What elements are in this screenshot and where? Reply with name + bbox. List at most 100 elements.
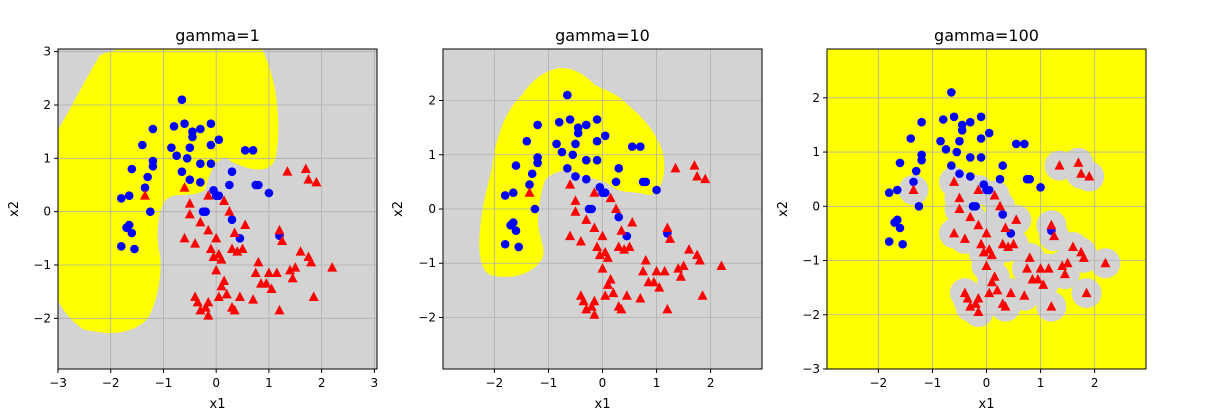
x-tick-label: 1 <box>653 376 661 390</box>
chart-title: gamma=10 <box>555 26 650 45</box>
class-triangle-point <box>665 233 676 243</box>
class-triangle-point <box>250 267 261 277</box>
class-triangle-point <box>216 254 227 264</box>
class-triangle-point <box>290 262 301 272</box>
class-circle-point <box>552 139 561 149</box>
class-triangle-point <box>308 291 319 301</box>
class-triangle-point <box>611 203 622 213</box>
class-triangle-point <box>208 251 219 261</box>
class-triangle-point <box>565 179 576 189</box>
class-triangle-point <box>662 303 673 314</box>
class-triangle-point <box>954 192 965 203</box>
class-triangle-point <box>303 174 314 184</box>
class-circle-point <box>652 185 661 195</box>
class-circle-point <box>177 167 187 176</box>
x-tick-label: 2 <box>1091 376 1099 390</box>
class-triangle-point <box>190 291 201 301</box>
class-triangle-point <box>1003 241 1014 251</box>
class-circle-point <box>533 120 542 130</box>
class-triangle-point <box>616 225 627 235</box>
class-triangle-point <box>240 219 251 229</box>
class-triangle-point <box>684 244 695 254</box>
class-circle-point <box>500 191 510 200</box>
class-triangle-point <box>654 282 665 292</box>
class-triangle-point <box>981 260 992 270</box>
class-triangle-point <box>986 249 997 260</box>
class-circle-point <box>196 159 205 168</box>
y-tick-label: −3 <box>802 362 820 376</box>
class-circle-point <box>525 180 534 189</box>
y-tick-label: −2 <box>33 311 51 325</box>
class-circle-point <box>124 220 134 230</box>
class-circle-point <box>573 128 583 138</box>
class-triangle-point <box>581 303 592 314</box>
y-tick-label: 1 <box>428 148 436 162</box>
class-triangle-point <box>205 243 216 253</box>
class-circle-point <box>172 151 181 160</box>
class-triangle-point <box>1000 222 1011 232</box>
subplot-gamma-1: −3 −2 −1 0 1 2 3 −2 −1 0 1 2 3 gamma=1 x1 x2 <box>7 26 378 412</box>
class-triangle-point <box>1008 238 1019 249</box>
subplot-gamma-10: −2 −1 0 1 2 −2 −1 0 1 2 gamma=10 x1 x2 <box>391 26 763 412</box>
x-tick-label: 0 <box>212 376 220 390</box>
class-triangle-point <box>619 244 630 254</box>
y-tick-label: 0 <box>428 202 436 216</box>
class-circle-point <box>892 185 902 195</box>
class-circle-point <box>514 242 523 252</box>
class-triangle-point <box>1011 214 1022 224</box>
class-triangle-point <box>190 238 201 248</box>
class-triangle-point <box>694 255 705 265</box>
class-circle-point <box>508 188 518 198</box>
class-circle-point <box>240 146 250 155</box>
class-triangle-point <box>184 208 195 219</box>
class-triangle-point <box>621 290 632 300</box>
class-triangle-point <box>616 303 627 314</box>
class-circle-point <box>127 164 137 174</box>
class-triangle-point <box>311 176 322 187</box>
class-circle-point <box>600 131 610 141</box>
ticks: −2 −1 0 1 2 −3 −2 −1 0 1 2 <box>802 91 1098 390</box>
class-triangle-point <box>605 192 616 203</box>
class-circle-point <box>554 117 564 127</box>
class-circle-point <box>148 162 158 171</box>
class-circle-point <box>138 140 147 150</box>
class-circle-point <box>895 223 905 233</box>
class-circle-point <box>949 112 959 122</box>
class-triangle-point <box>1054 160 1065 170</box>
class-triangle-point <box>700 173 711 184</box>
class-triangle-point <box>659 265 670 276</box>
x-tick-label: 1 <box>1037 376 1045 390</box>
class-triangle-point <box>589 309 600 319</box>
class-circle-point <box>188 132 197 142</box>
class-circle-point <box>206 159 216 168</box>
class-circle-point <box>976 134 986 143</box>
class-circle-point <box>500 239 510 249</box>
class-circle-point <box>627 142 637 151</box>
y-tick-label: 2 <box>428 94 436 108</box>
y-tick-label: −2 <box>802 308 820 322</box>
grid <box>827 49 1146 369</box>
class-circle-point <box>936 136 945 146</box>
x-tick-label: −1 <box>924 376 942 390</box>
class-triangle-point <box>179 182 190 192</box>
class-triangle-point <box>662 222 673 232</box>
x-axis-label: x1 <box>595 397 611 412</box>
class-triangle-point <box>253 256 264 267</box>
class-triangle-point <box>589 295 600 306</box>
class-triangle-point <box>287 272 298 283</box>
class-triangle-point <box>261 278 272 288</box>
class-triangle-point <box>184 198 195 208</box>
class-triangle-point <box>627 217 638 227</box>
y-tick-label: −1 <box>418 256 436 270</box>
class-circle-point <box>571 139 580 149</box>
class-triangle-point <box>203 296 214 307</box>
y-axis-label: x2 <box>776 201 791 217</box>
y-tick-label: −1 <box>33 258 51 272</box>
class-triangle-point <box>984 287 995 298</box>
class-circle-point <box>508 218 518 227</box>
class-circle-point <box>563 164 572 173</box>
chart-title: gamma=100 <box>934 26 1039 45</box>
class-triangle-point <box>237 243 248 253</box>
class-triangle-point <box>211 264 222 275</box>
ticks: −3 −2 −1 0 1 2 3 −2 −1 0 1 2 3 <box>33 45 378 390</box>
